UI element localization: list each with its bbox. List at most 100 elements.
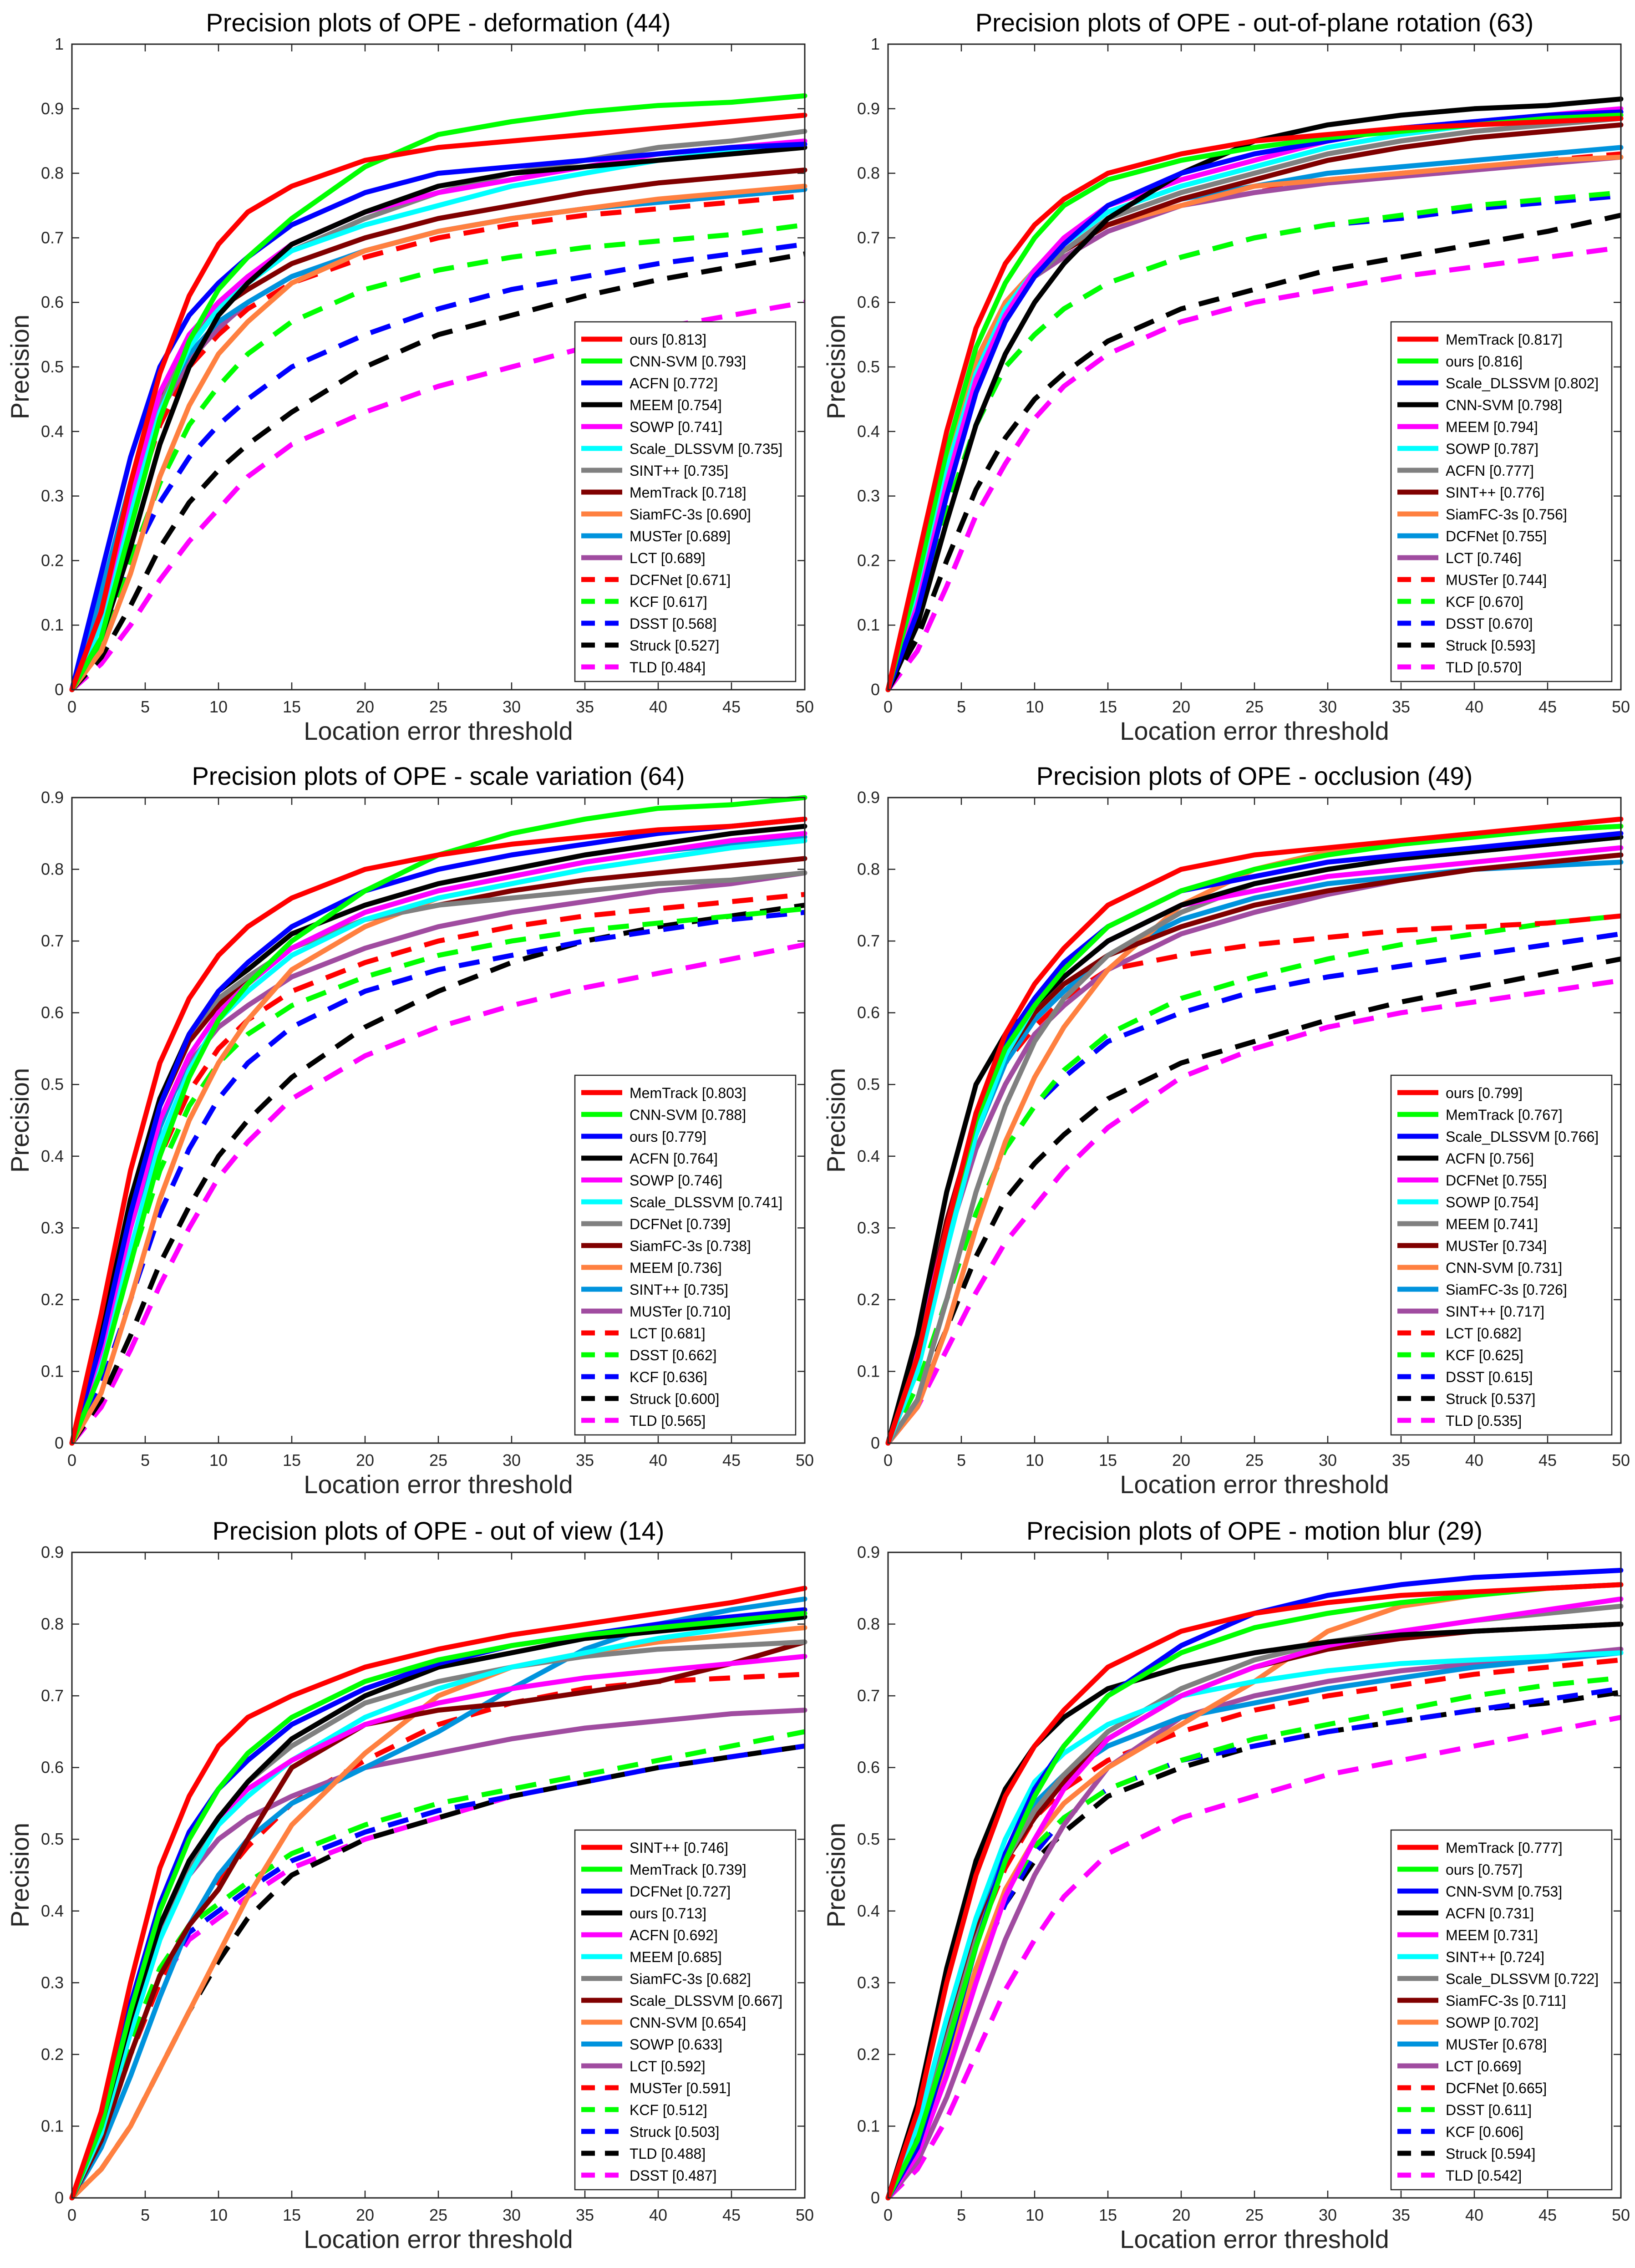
legend: ours [0.799] MemTrack [0.767] Scale_DLSSVM… [1390, 1074, 1613, 1436]
y-tick-label: 0.8 [857, 164, 880, 183]
legend-label: LCT [0.681] [630, 1325, 706, 1342]
x-axis-label: Location error threshold [1120, 1470, 1389, 1499]
plot-frame [71, 43, 806, 691]
x-tick-label: 45 [722, 2206, 741, 2224]
y-tick-label: 0.4 [857, 1147, 880, 1165]
legend-label: ACFN [0.777] [1446, 463, 1534, 479]
legend-label: TLD [0.535] [1446, 1413, 1522, 1429]
plot-frame [71, 797, 806, 1444]
series-line-green [69, 795, 807, 1446]
x-tick-label: 40 [1465, 1451, 1483, 1470]
series-lines [69, 795, 807, 1446]
x-tick-label: 40 [649, 2206, 667, 2224]
chart-panel-1: Precision plots of OPE - deformation (44… [5, 8, 814, 745]
chart-title: Precision plots of OPE - scale variation… [192, 762, 685, 790]
legend-label: DSST [0.568] [630, 615, 717, 632]
y-axis-label: Precision [822, 1068, 850, 1173]
x-tick-label: 25 [1245, 697, 1264, 716]
y-tick-label: 0.7 [41, 228, 64, 247]
y-tick-label: 0.4 [41, 1902, 64, 1920]
y-tick-label: 0.7 [41, 1686, 64, 1705]
legend-label: SINT++ [0.717] [1446, 1303, 1544, 1320]
legend-label: SOWP [0.754] [1446, 1194, 1539, 1210]
plot-frame [71, 1551, 806, 2199]
y-tick-label: 0.2 [857, 1290, 880, 1309]
legend-label: Scale_DLSSVM [0.735] [630, 441, 782, 457]
chart-panel-3: Precision plots of OPE - scale variation… [5, 762, 814, 1499]
x-tick-label: 5 [141, 1451, 150, 1470]
series-line-black [69, 824, 807, 1446]
series-line-orange [69, 183, 807, 692]
legend-label: DSST [0.487] [630, 2167, 717, 2184]
y-tick-label: 0.5 [857, 1830, 880, 1848]
y-axis-label: Precision [822, 315, 850, 419]
series-line-magenta [885, 1596, 1624, 2201]
x-tick-label: 10 [1026, 2206, 1044, 2224]
legend-label: ACFN [0.772] [630, 375, 718, 392]
legend-label: MEEM [0.741] [1446, 1216, 1538, 1232]
legend-label: ACFN [0.731] [1446, 1905, 1534, 1922]
legend-label: SINT++ [0.724] [1446, 1949, 1544, 1965]
legend: MemTrack [0.803] CNN-SVM [0.788] ours [0.7… [574, 1074, 797, 1436]
x-tick-label: 0 [67, 697, 76, 716]
x-tick-label: 30 [1319, 1451, 1337, 1470]
legend-label: TLD [0.565] [630, 1413, 706, 1429]
legend: SINT++ [0.746] MemTrack [0.739] DCFNet [0.… [574, 1829, 797, 2191]
legend-label: LCT [0.746] [1446, 550, 1522, 566]
y-tick-label: 0.6 [41, 1758, 64, 1777]
y-tick-label: 1 [55, 35, 64, 53]
legend-label: LCT [0.682] [1446, 1325, 1522, 1342]
chart-panel-2: Precision plots of OPE - out-of-plane ro… [822, 8, 1630, 745]
legend-label: LCT [0.592] [630, 2058, 706, 2075]
legend-label: SOWP [0.741] [630, 419, 722, 435]
x-tick-label: 15 [1099, 2206, 1117, 2224]
y-tick-label: 0.7 [857, 1686, 880, 1705]
legend-label: SiamFC-3s [0.756] [1446, 506, 1567, 523]
x-tick-label: 5 [141, 697, 150, 716]
y-axis-label: Precision [5, 1068, 34, 1173]
x-tick-label: 35 [1392, 1451, 1410, 1470]
y-tick-label: 0.3 [41, 487, 64, 505]
x-tick-label: 40 [1465, 2206, 1483, 2224]
series-line-black [69, 145, 807, 692]
chart-title: Precision plots of OPE - motion blur (29… [1026, 1516, 1483, 1545]
series-line-magenta-dashed [70, 942, 806, 1445]
legend-label: CNN-SVM [0.731] [1446, 1260, 1562, 1276]
x-axis-label: Location error threshold [304, 2225, 573, 2253]
legend-label: MUSTer [0.689] [630, 528, 731, 544]
x-tick-label: 40 [1465, 697, 1483, 716]
series-line-blue-dashed [70, 242, 805, 691]
x-axis-label: Location error threshold [1120, 717, 1389, 745]
series-line-red-dashed [69, 892, 805, 1444]
series-line-black-dashed [886, 956, 1622, 1445]
legend-label: Scale_DLSSVM [0.766] [1446, 1129, 1599, 1145]
x-tick-label: 10 [209, 697, 228, 716]
y-tick-label: 0.2 [41, 1290, 64, 1309]
legend-label: DCFNet [0.727] [630, 1883, 731, 1900]
y-tick-label: 0 [55, 2188, 64, 2207]
y-tick-label: 0.5 [857, 357, 880, 376]
legend-label: Scale_DLSSVM [0.667] [630, 1993, 782, 2009]
legend-label: CNN-SVM [0.788] [630, 1107, 746, 1123]
x-tick-label: 5 [957, 697, 966, 716]
x-tick-label: 45 [1539, 2206, 1557, 2224]
x-axis-label: Location error threshold [1120, 2225, 1389, 2253]
series-line-black [885, 97, 1624, 692]
y-tick-label: 0.3 [41, 1218, 64, 1237]
y-tick-label: 0.9 [41, 99, 64, 118]
y-tick-label: 0.9 [857, 788, 880, 807]
x-tick-label: 50 [796, 2206, 814, 2224]
legend-label: ours [0.816] [1446, 353, 1523, 370]
series-line-red [69, 816, 807, 1446]
legend-label: DCFNet [0.671] [630, 572, 731, 588]
legend-label: SINT++ [0.735] [630, 1281, 728, 1298]
y-tick-label: 0.6 [41, 1003, 64, 1022]
y-tick-label: 0.4 [41, 422, 64, 441]
x-tick-label: 30 [503, 1451, 521, 1470]
series-line-blue [69, 142, 807, 692]
legend-label: KCF [0.670] [1446, 594, 1523, 610]
x-axis-label: Location error threshold [304, 1470, 573, 1499]
x-axis-label: Location error threshold [304, 717, 573, 745]
y-tick-label: 0.1 [857, 615, 880, 634]
y-tick-label: 0.9 [857, 99, 880, 118]
